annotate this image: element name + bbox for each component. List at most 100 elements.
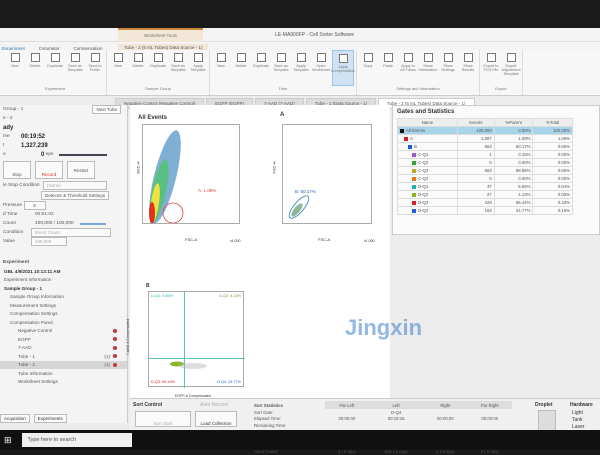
ribbon-button-label: New	[217, 64, 225, 68]
condition-select[interactable]: Event Count	[31, 228, 111, 237]
stats-row[interactable]: D-Q2 27 4.13% 0.03%	[397, 190, 573, 199]
ribbon-button[interactable]: Apply Template	[189, 50, 207, 86]
stats-row[interactable]: C-Q1 1 0.15% 0.00%	[397, 150, 573, 159]
ribbon-button[interactable]: Send to Public	[86, 50, 104, 86]
tree-item-label: Sample Group Information	[10, 294, 64, 300]
record-button[interactable]: Record	[35, 161, 63, 179]
ribbon-button[interactable]: Save as Template	[66, 50, 84, 86]
tree-item[interactable]: 7-AAD	[0, 344, 127, 353]
stats-row[interactable]: C-Q4 0 0.00% 0.00%	[397, 174, 573, 183]
ribbon-button[interactable]: Open Worksheet	[312, 50, 330, 86]
ribbon-button[interactable]: Apply Compensation	[331, 50, 355, 86]
tab-compensation[interactable]: Compensation	[73, 46, 103, 51]
tree-item-label: GBL 4/9/2021 10:13:11 AM	[4, 268, 61, 274]
ribbon-button[interactable]: Copy	[359, 50, 377, 86]
ribbon-button[interactable]: Duplicate	[46, 50, 64, 86]
tree-item-label: Tube Information	[18, 370, 53, 376]
taskbar-search[interactable]: Type here to search	[21, 433, 132, 447]
tree-item[interactable]: Sample Group Information	[0, 293, 127, 302]
record-count: 100,000 / 100,000	[35, 221, 74, 226]
stats-row[interactable]: C-Q3 653 99.85% 0.65%	[397, 166, 573, 175]
ribbon-group: Copy Paste Apply to All Tubes Show Informat…	[357, 50, 480, 95]
time-label: me	[3, 134, 10, 139]
ribbon-button[interactable]: Delete	[232, 50, 250, 86]
next-tube-button[interactable]: Next Tube	[92, 105, 121, 114]
ribbon-button[interactable]: Duplicate	[149, 50, 167, 86]
tree-item[interactable]: Compensation Settings	[0, 310, 127, 319]
stats-row[interactable]: A 1,087 1.09% 1.09%	[397, 134, 573, 143]
pressure-label: Pressure	[3, 203, 23, 208]
ribbon-button[interactable]: Show Settings	[439, 50, 457, 86]
total-cell: 100.00%	[532, 126, 573, 135]
plot-b-quadrant[interactable]: D-Q1: 3.66% D-Q2: 4.13% D-Q3: 65.44% D-Q…	[148, 291, 245, 388]
plot3-x-label: EGFP-A Compensated	[175, 394, 211, 398]
tree-item[interactable]: Tube - 2 (1)	[0, 360, 127, 369]
ribbon-button-icon	[113, 53, 123, 62]
sort-stat-row: Sort Gate: D-Q4	[252, 409, 512, 416]
ribbon-button[interactable]: New	[109, 50, 127, 86]
tree-item[interactable]: Measurement Settings	[0, 301, 127, 310]
sample-group-label: Group - 1	[3, 107, 24, 112]
ribbon-button[interactable]: Export Adjustment Template	[502, 50, 521, 86]
ribbon-button[interactable]: Duplicate	[252, 50, 270, 86]
sort-stat-row: Remaining Time:	[252, 422, 512, 429]
auto-record-checkbox[interactable]: Auto Record	[200, 402, 228, 408]
tree-item[interactable]: Sample Group - 1	[0, 284, 127, 293]
ribbon-button[interactable]: Show Results	[459, 50, 477, 86]
events-cell: 37	[456, 182, 495, 191]
elapsed-time: 00:19:52	[21, 133, 46, 140]
ribbon-button[interactable]: Save as Template	[169, 50, 187, 86]
ribbon-button[interactable]: Delete	[129, 50, 147, 86]
ribbon-button[interactable]: Export to FCS File	[482, 50, 500, 86]
ribbon-group: New Delete Duplicate Save as Template Apply …	[107, 50, 210, 95]
stop-condition-select[interactable]: (None)	[43, 181, 107, 190]
restart-button[interactable]: Restart	[67, 161, 95, 179]
ribbon-button[interactable]: Delete	[26, 50, 44, 86]
tab-acquisition[interactable]: Acquisition	[0, 414, 30, 423]
detector-threshold-button[interactable]: Detector & Threshold Settings	[41, 191, 109, 200]
tab-experiments[interactable]: Experiments	[33, 414, 67, 423]
tree-item[interactable]: GBL 4/9/2021 10:13:11 AM	[0, 267, 127, 276]
tree-item[interactable]: Tube Information	[0, 369, 127, 378]
ribbon-button[interactable]: New	[6, 50, 24, 86]
tab-experiment[interactable]: Experiment	[2, 46, 25, 51]
ribbon-button-icon	[236, 53, 246, 62]
stats-row[interactable]: All Events 100,000 0.00% 100.00%	[397, 126, 573, 135]
status-icon	[113, 328, 117, 333]
tree-item[interactable]: Experiment Information	[0, 276, 127, 285]
ribbon-group-label: Experiment	[44, 86, 66, 91]
ribbon-button[interactable]: Save as Template	[272, 50, 290, 86]
tree-item[interactable]: Tube - 1 (1)	[0, 352, 127, 361]
ribbon-button[interactable]: Apply Template	[292, 50, 310, 86]
value-select[interactable]: 100,000	[31, 237, 67, 246]
tab-context-tube[interactable]: Tube - 2 (5 mL Tubes) Data Source - 1)	[118, 44, 209, 51]
load-collection-button[interactable]: Load Collection	[195, 411, 237, 427]
tree-item-label: Experiment Information	[4, 277, 52, 283]
stats-row[interactable]: C-Q2 0 0.00% 0.00%	[397, 158, 573, 167]
stats-row[interactable]: D-Q3 428 65.44% 0.43%	[397, 198, 573, 207]
windows-start-icon[interactable]: ⊞	[4, 434, 12, 445]
tree-item[interactable]: EGFP	[0, 335, 127, 344]
tab-cytometer[interactable]: Cytometer	[38, 46, 60, 51]
sort-start-button[interactable]: Sort Start	[135, 411, 191, 427]
parent-cell: 1.09%	[493, 134, 534, 143]
ribbon-button[interactable]: Paste	[379, 50, 397, 86]
plot-a[interactable]: B: 60.17%	[282, 124, 372, 224]
tree-item[interactable]: Compensation Panel	[0, 318, 127, 327]
stats-row[interactable]: B 654 60.17% 0.65%	[397, 142, 573, 151]
stats-table: Name Events %Parent %Total All Events 100…	[397, 118, 573, 215]
stats-row[interactable]: D-Q4 162 24.77% 0.16%	[397, 206, 573, 215]
gate-name: All Events	[406, 128, 426, 133]
events-cell: 428	[456, 198, 495, 207]
ribbon-button[interactable]: Show Information	[419, 50, 438, 86]
ribbon-button[interactable]: Apply to All Tubes	[399, 50, 417, 86]
stats-row[interactable]: D-Q1 37 5.66% 0.04%	[397, 182, 573, 191]
col-events: Events	[456, 118, 495, 127]
stop-button[interactable]: Stop	[3, 161, 31, 179]
tree-item[interactable]: Worksheet Settings	[0, 378, 127, 387]
ribbon-button[interactable]: New	[212, 50, 230, 86]
tree-item[interactable]: Negative Control	[0, 327, 127, 336]
pressure-select[interactable]: 5	[23, 201, 46, 210]
ribbon-group-label: Tube	[278, 86, 288, 91]
plot-all-events[interactable]: A: 1.09%	[142, 124, 240, 224]
